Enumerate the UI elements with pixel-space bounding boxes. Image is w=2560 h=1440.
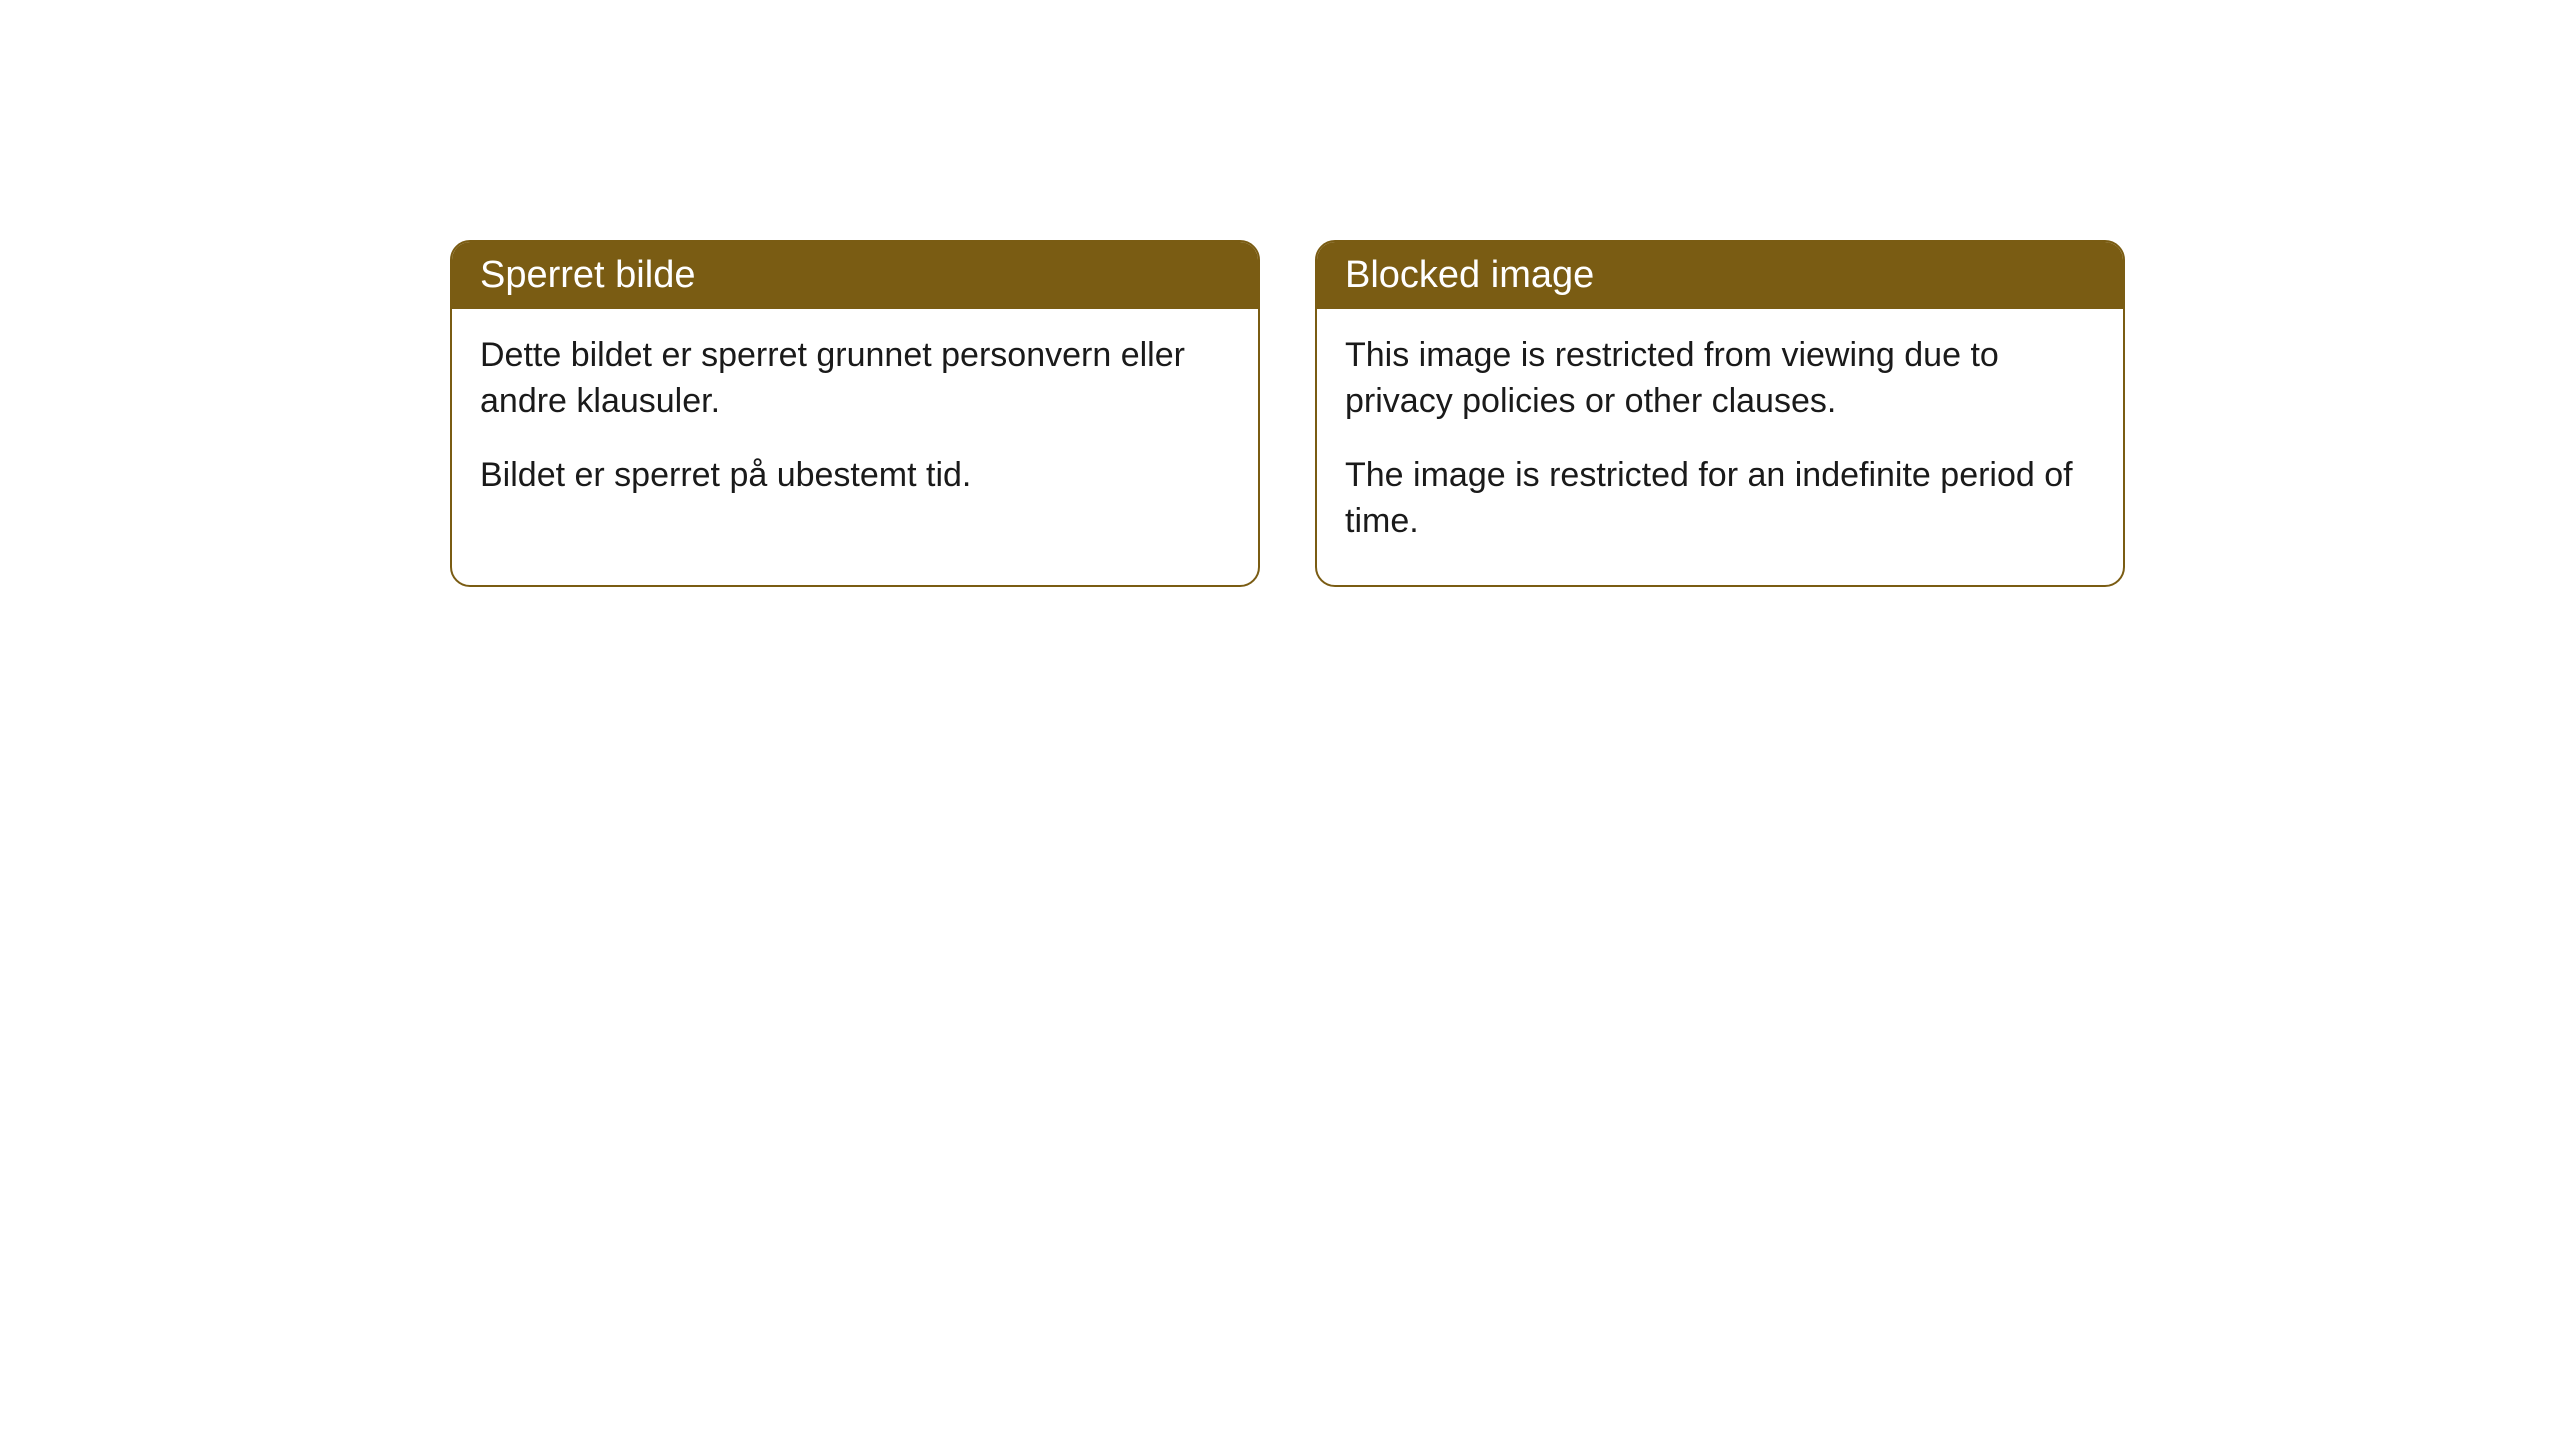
card-paragraph: Dette bildet er sperret grunnet personve… (480, 333, 1230, 425)
notice-card-english: Blocked image This image is restricted f… (1315, 240, 2125, 587)
card-header-norwegian: Sperret bilde (452, 242, 1258, 309)
card-title: Sperret bilde (480, 254, 695, 296)
card-body-norwegian: Dette bildet er sperret grunnet personve… (452, 309, 1258, 539)
card-title: Blocked image (1345, 254, 1594, 296)
card-paragraph: The image is restricted for an indefinit… (1345, 453, 2095, 545)
card-body-english: This image is restricted from viewing du… (1317, 309, 2123, 585)
card-paragraph: This image is restricted from viewing du… (1345, 333, 2095, 425)
card-paragraph: Bildet er sperret på ubestemt tid. (480, 453, 1230, 499)
notice-card-norwegian: Sperret bilde Dette bildet er sperret gr… (450, 240, 1260, 587)
card-header-english: Blocked image (1317, 242, 2123, 309)
notice-cards-container: Sperret bilde Dette bildet er sperret gr… (450, 240, 2125, 587)
